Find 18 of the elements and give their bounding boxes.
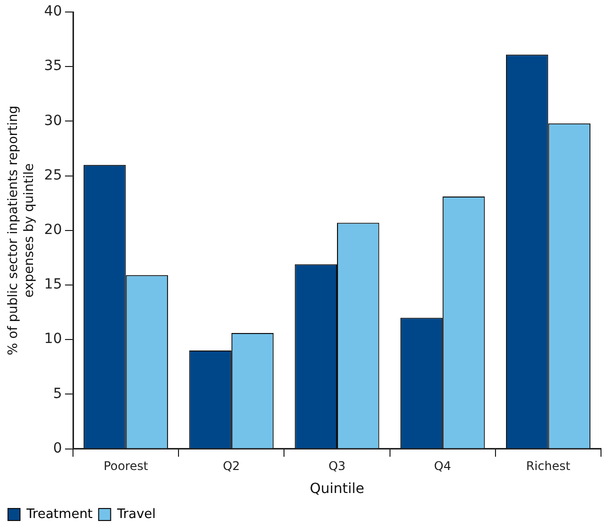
y-tick-label: 15 [44,276,62,293]
x-tick-label: Poorest [104,459,148,474]
x-axis-title: Quintile [310,481,364,498]
y-tick-label: 0 [53,440,62,456]
y-tick-label: 40 [44,4,62,20]
legend-label: Treatment [26,506,93,522]
x-tick-label: Q2 [222,459,240,474]
y-tick-label: 30 [44,112,62,129]
y-tick-label: 5 [53,386,62,402]
y-tick-label: 20 [44,222,62,238]
x-tick-label: Q3 [328,459,346,474]
y-axis-title: % of public sector inpatients reporting expenses by quintile [6,106,37,356]
y-tick-label: 10 [44,331,62,348]
x-tick-label: Q4 [434,459,452,474]
y-tick-label: 35 [44,58,62,74]
x-tick-label: Richest [526,459,571,474]
y-tick-label: 25 [44,167,62,184]
legend-label: Travel [116,506,156,522]
